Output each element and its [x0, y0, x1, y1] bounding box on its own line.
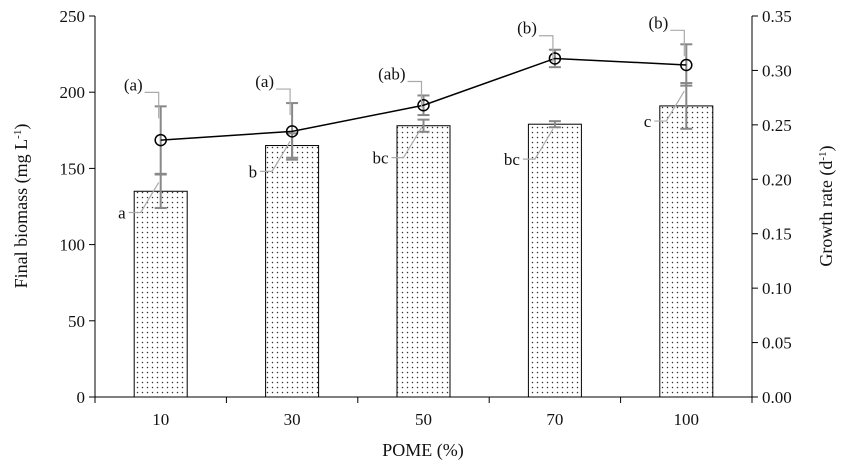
bar-label-leader — [391, 127, 423, 159]
left-tick-label: 100 — [60, 236, 86, 255]
x-tick-label: 70 — [546, 410, 563, 429]
bar — [265, 145, 320, 398]
line-label-leader — [144, 91, 160, 119]
left-ticks: 0 50 100 150 200 250 — [60, 7, 95, 407]
axes — [94, 16, 753, 398]
right-tick-label: 0.15 — [762, 225, 792, 244]
left-axis-label: Final biomass (mg L-1) — [11, 124, 32, 289]
bar-significance-label: bc — [504, 150, 521, 169]
x-tick-label: 100 — [674, 410, 700, 429]
right-tick-label: 0.25 — [762, 116, 792, 135]
line-label-leader — [538, 35, 554, 62]
right-axis-label: Growth rate (d-1) — [816, 145, 837, 266]
left-tick-label: 200 — [60, 83, 86, 102]
line-significance-label: (ab) — [378, 64, 405, 83]
bar-label-leader — [654, 90, 685, 122]
left-tick-label: 0 — [77, 388, 86, 407]
growth-rate-marker — [417, 99, 430, 112]
right-tick-label: 0.05 — [762, 334, 792, 353]
x-tick-label: 10 — [152, 410, 169, 429]
bar-significance-label: a — [118, 203, 126, 222]
left-tick-label: 250 — [60, 7, 86, 26]
line-significance-label: (b) — [648, 13, 668, 32]
bar-significance-label: bc — [372, 149, 389, 168]
line-significance-label: (a) — [124, 75, 143, 94]
line-significance-label: (b) — [517, 19, 537, 38]
right-tick-label: 0.30 — [762, 61, 792, 80]
right-tick-label: 0.35 — [762, 7, 792, 26]
growth-rate-marker — [680, 58, 693, 72]
growth-rate-marker — [548, 52, 562, 65]
bar-label-leader — [128, 182, 160, 214]
significance-labels: a b bc bc c (a) (a) (ab) (b) (b) — [118, 13, 685, 222]
growth-rate-marker — [285, 125, 299, 138]
growth-rate-marker — [154, 133, 167, 147]
growth-rate-line — [160, 57, 687, 141]
line-label-leader — [407, 80, 423, 108]
right-tick-label: 0.00 — [762, 388, 792, 407]
x-axis-label: POME (%) — [382, 440, 464, 461]
bar-significance-label: c — [644, 112, 652, 131]
line-significance-label: (a) — [255, 72, 274, 91]
bar — [133, 190, 188, 398]
right-ticks: 0.00 0.05 0.10 0.15 0.20 0.25 0.30 0.35 — [752, 7, 792, 407]
line-label-leader — [276, 88, 291, 116]
left-tick-label: 50 — [68, 312, 85, 331]
bar-significance-label: b — [249, 162, 258, 181]
bar — [527, 123, 582, 398]
bar-series — [133, 82, 714, 398]
x-tick-label: 50 — [415, 410, 432, 429]
bar-label-leader — [260, 141, 291, 172]
bar-label-leader — [522, 128, 554, 160]
line-label-leader — [670, 29, 685, 57]
x-ticks: 10 30 50 70 100 — [94, 397, 753, 429]
bar — [659, 105, 714, 398]
bar — [396, 125, 451, 398]
left-tick-label: 150 — [60, 159, 86, 178]
right-tick-label: 0.10 — [762, 279, 792, 298]
x-tick-label: 30 — [284, 410, 301, 429]
right-tick-label: 0.20 — [762, 170, 792, 189]
line-series — [154, 43, 693, 175]
